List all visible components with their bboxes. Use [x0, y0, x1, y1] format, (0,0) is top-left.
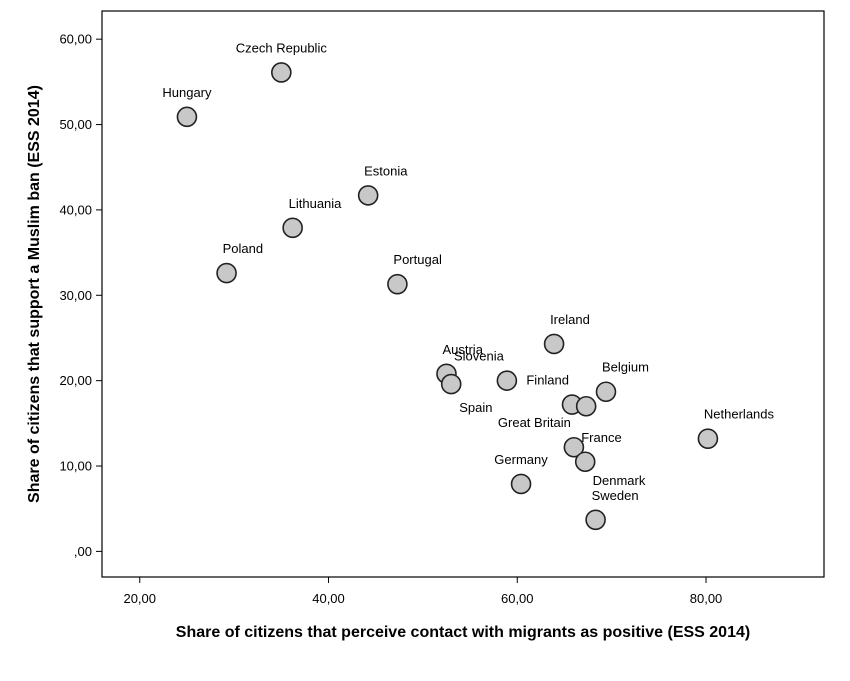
- data-points: Czech Republic Hungary Estonia Lithuania Pol…: [162, 40, 775, 531]
- x-tick-label: 60,00: [501, 591, 534, 606]
- data-point-label: France: [581, 430, 621, 445]
- data-point: [176, 106, 198, 128]
- data-point-label: Netherlands: [704, 407, 775, 422]
- y-tick-label: 40,00: [59, 202, 92, 217]
- data-point-label: Lithuania: [289, 196, 343, 211]
- data-point: [216, 262, 237, 284]
- y-tick-label: 20,00: [59, 373, 92, 388]
- data-point-label: Ireland: [550, 312, 590, 327]
- data-point: [440, 373, 462, 395]
- data-point-label: Denmark: [593, 473, 646, 488]
- data-point-label: Germany: [494, 452, 548, 467]
- data-point-label: Hungary: [162, 85, 212, 100]
- data-point-label: Poland: [223, 241, 263, 256]
- data-point-label: Belgium: [602, 360, 649, 375]
- data-point: [510, 473, 532, 495]
- data-point: [574, 451, 596, 473]
- x-tick-label: 20,00: [123, 591, 156, 606]
- data-point-label: Sweden: [592, 488, 639, 503]
- y-tick-label: 30,00: [59, 288, 92, 303]
- data-point: [697, 428, 719, 450]
- y-tick-label: ,00: [74, 544, 92, 559]
- data-point: [357, 185, 379, 206]
- x-tick-label: 40,00: [312, 591, 345, 606]
- data-point: [282, 217, 303, 239]
- data-point: [387, 273, 408, 295]
- plot-frame: [101, 10, 825, 578]
- data-point: [563, 436, 585, 458]
- y-axis-ticks: ,00 10,00 20,00 30,00 40,00 50,00 60,00: [59, 32, 102, 559]
- x-tick-label: 80,00: [690, 591, 723, 606]
- y-axis-title: Share of citizens that support a Muslim …: [26, 85, 43, 503]
- data-point-label: Austria: [442, 342, 483, 357]
- data-point-label: Portugal: [393, 252, 442, 267]
- data-point-label: Slovenia: [454, 349, 505, 364]
- y-tick-label: 50,00: [59, 117, 92, 132]
- y-tick-label: 60,00: [59, 32, 92, 47]
- data-point-label: Estonia: [364, 163, 408, 178]
- data-point-label: Great Britain: [498, 415, 571, 430]
- data-point: [595, 381, 617, 403]
- x-axis-title: Share of citizens that perceive contact …: [176, 624, 750, 641]
- data-point: [585, 509, 606, 531]
- y-tick-label: 10,00: [59, 459, 92, 474]
- data-point: [575, 395, 597, 417]
- data-point-label: Finland: [526, 373, 569, 388]
- data-point-label: Czech Republic: [236, 40, 328, 55]
- data-point: [271, 62, 292, 83]
- data-point: [543, 333, 565, 355]
- data-point: [496, 370, 518, 391]
- data-point-label: Spain: [459, 400, 492, 415]
- x-axis-ticks: 20,00 40,00 60,00 80,00: [123, 577, 722, 606]
